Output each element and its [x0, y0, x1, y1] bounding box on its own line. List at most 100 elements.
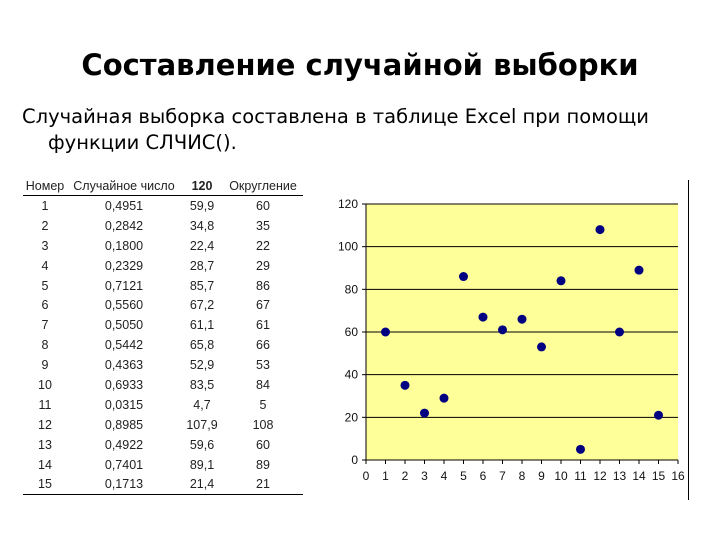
- cell-rounded: 61: [256, 318, 270, 333]
- cell-random: 0,0315: [104, 397, 144, 412]
- cell-number: 13: [38, 437, 52, 452]
- table-row: 6 0,5560 67,2 67: [23, 295, 303, 315]
- slide-body-text: Случайная выборка составлена в таблице E…: [22, 104, 712, 156]
- sample-table-container: Номер Случайное число 120 Округление 1 0,…: [23, 176, 303, 500]
- x-tick-label: 10: [554, 469, 568, 483]
- cell-number: 12: [38, 417, 52, 432]
- x-tick-label: 7: [499, 469, 506, 483]
- cell-number: 3: [41, 238, 49, 253]
- slide-title: Составление случайной выборки: [81, 48, 639, 82]
- table-header-row: Номер Случайное число 120 Округление: [23, 176, 303, 196]
- cell-random: 0,5050: [104, 318, 144, 333]
- y-tick-label: 100: [338, 240, 358, 254]
- cell-random: 0,4951: [104, 198, 144, 213]
- cell-rounded: 108: [252, 417, 274, 432]
- data-point: [634, 265, 644, 275]
- data-point: [556, 276, 566, 286]
- cell-rounded: 60: [256, 437, 270, 452]
- x-tick-label: 11: [574, 469, 587, 483]
- cell-rounded: 89: [256, 457, 270, 472]
- cell-scaled: 59,9: [189, 198, 215, 213]
- cell-number: 2: [41, 218, 49, 233]
- cell-number: 11: [38, 397, 52, 412]
- data-point: [400, 380, 410, 390]
- cell-scaled: 34,8: [189, 218, 215, 233]
- table-row: 12 0,8985 107,9 108: [23, 415, 303, 435]
- data-point: [517, 314, 527, 324]
- cell-scaled: 67,2: [189, 298, 215, 313]
- table-row: 11 0,0315 4,7 5: [23, 395, 303, 415]
- cell-rounded: 60: [256, 198, 270, 213]
- cell-scaled: 61,1: [189, 318, 215, 333]
- table-row: 1 0,4951 59,9 60: [23, 196, 303, 216]
- table-row: 13 0,4922 59,6 60: [23, 435, 303, 455]
- table-row: 9 0,4363 52,9 53: [23, 355, 303, 375]
- cell-scaled: 89,1: [189, 457, 215, 472]
- data-point: [381, 327, 390, 337]
- cell-random: 0,1713: [67, 474, 181, 496]
- cell-scaled: 28,7: [189, 258, 215, 273]
- x-tick-label: 9: [538, 469, 545, 483]
- table-row: 5 0,7121 85,7 86: [23, 276, 303, 296]
- data-point: [537, 342, 546, 352]
- x-tick-label: 2: [402, 469, 409, 483]
- cell-random: 0,7401: [104, 457, 144, 472]
- cell-random: 0,7121: [104, 278, 144, 293]
- table-row: 4 0,2329 28,7 29: [23, 256, 303, 276]
- cell-number: 15: [23, 474, 67, 496]
- cell-scaled: 4,7: [193, 397, 211, 412]
- divider-line: [688, 180, 689, 500]
- cell-rounded: 29: [256, 258, 270, 273]
- grid-lines: [366, 203, 678, 418]
- y-tick-label: 60: [345, 325, 359, 339]
- cell-rounded: 22: [256, 238, 270, 253]
- cell-number: 8: [41, 338, 49, 353]
- cell-rounded: 21: [223, 474, 303, 496]
- header-120: 120: [181, 176, 223, 196]
- cell-scaled: 59,6: [189, 437, 215, 452]
- data-point: [420, 408, 429, 418]
- data-point: [439, 393, 449, 403]
- cell-random: 0,4922: [104, 437, 144, 452]
- x-tick-label: 3: [421, 469, 428, 483]
- cell-number: 1: [41, 198, 49, 213]
- cell-rounded: 67: [256, 298, 270, 313]
- x-tick-label: 14: [632, 469, 646, 483]
- x-tick-label: 16: [671, 469, 685, 483]
- cell-number: 14: [38, 457, 52, 472]
- cell-random: 0,6933: [104, 377, 144, 392]
- data-point: [498, 325, 507, 335]
- data-point: [459, 272, 468, 282]
- cell-number: 4: [41, 258, 49, 273]
- cell-random: 0,2329: [104, 258, 144, 273]
- cell-random: 0,5442: [104, 338, 144, 353]
- cell-rounded: 35: [256, 218, 270, 233]
- x-tick-label: 0: [363, 469, 370, 483]
- table-row: 8 0,5442 65,8 66: [23, 335, 303, 355]
- cell-scaled: 85,7: [189, 278, 215, 293]
- cell-number: 9: [41, 358, 49, 373]
- y-tick-label: 0: [351, 453, 358, 467]
- cell-scaled: 65,8: [189, 338, 215, 353]
- cell-random: 0,1800: [104, 238, 144, 253]
- cell-scaled: 107,9: [186, 417, 218, 432]
- cell-rounded: 84: [256, 377, 270, 392]
- x-tick-label: 13: [613, 469, 627, 483]
- x-tick-label: 6: [480, 469, 487, 483]
- x-tick-label: 4: [441, 469, 448, 483]
- x-tick-label: 12: [593, 469, 607, 483]
- data-point: [576, 444, 585, 454]
- x-tick-label: 1: [382, 469, 389, 483]
- y-tick-label: 80: [345, 282, 359, 296]
- y-tick-label: 40: [345, 368, 359, 382]
- cell-rounded: 86: [256, 278, 270, 293]
- header-number: Номер: [23, 176, 67, 196]
- cell-rounded: 66: [256, 338, 270, 353]
- y-tick-label: 20: [345, 410, 359, 424]
- table-row: 10 0,6933 83,5 84: [23, 375, 303, 395]
- cell-scaled: 21,4: [181, 474, 223, 496]
- body-line-2: функции СЛЧИС().: [48, 131, 237, 154]
- table-row: 15 0,1713 21,4 21: [23, 474, 303, 496]
